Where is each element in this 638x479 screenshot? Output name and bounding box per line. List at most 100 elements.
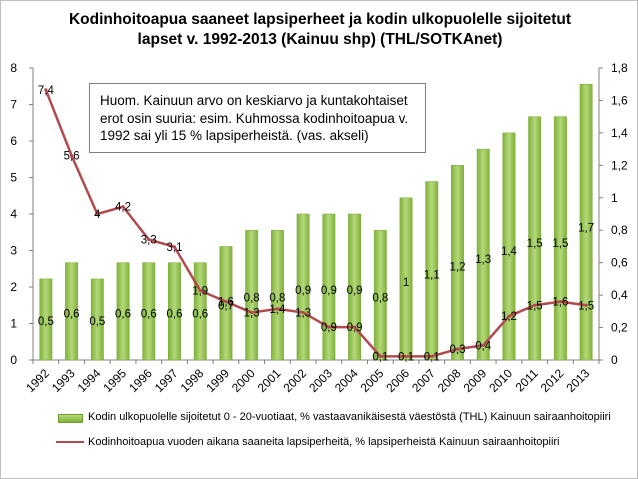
legend-item-bars: Kodin ulkopuolelle sijoitetut 0 - 20-vuo… xyxy=(55,410,615,424)
line-data-label: 1,5 xyxy=(527,300,543,312)
line-data-label: 0,4 xyxy=(475,340,492,352)
bar xyxy=(39,278,53,361)
line-data-label: 3,3 xyxy=(141,235,157,247)
bar xyxy=(322,213,336,361)
bar-data-label: 0,8 xyxy=(244,293,260,305)
bar xyxy=(528,116,542,361)
x-tick-label: 2011 xyxy=(513,366,541,394)
line-data-label: 4 xyxy=(94,209,101,221)
line-data-label: 0,3 xyxy=(450,344,466,356)
x-tick-label: 1993 xyxy=(49,366,78,395)
line-point xyxy=(147,237,151,242)
bar-data-label: 1 xyxy=(403,277,409,289)
y-right-tick-label: 1,2 xyxy=(611,158,628,172)
y-right-tick-label: 0,2 xyxy=(611,321,628,335)
bar xyxy=(553,116,567,361)
y-left-tick-label: 0 xyxy=(10,353,17,367)
bar xyxy=(348,213,362,361)
line-data-label: 1,3 xyxy=(244,308,260,320)
y-left-tick-label: 5 xyxy=(10,171,17,185)
x-tick-label: 1996 xyxy=(126,366,155,395)
line-data-label: 1,9 xyxy=(192,286,208,298)
legend-swatch-line xyxy=(56,441,84,443)
bar-data-label: 0,6 xyxy=(167,308,183,320)
x-tick-label: 1992 xyxy=(23,366,52,395)
bar xyxy=(168,262,181,361)
y-right-tick-label: 0,6 xyxy=(611,256,628,270)
x-tick-label: 2013 xyxy=(563,366,592,395)
bar xyxy=(579,83,593,361)
line-data-label: 0,1 xyxy=(424,351,440,363)
y-left-tick-label: 6 xyxy=(10,134,17,148)
y-right-tick-label: 1,4 xyxy=(611,126,628,140)
legend-label-line: Kodinhoitoapua vuoden aikana saaneita la… xyxy=(88,436,560,448)
x-tick-label: 1997 xyxy=(152,366,181,395)
legend-item-line: Kodinhoitoapua vuoden aikana saaneita la… xyxy=(55,435,615,449)
y-left-tick-label: 2 xyxy=(10,280,17,294)
chart-legend: Kodin ulkopuolelle sijoitetut 0 - 20-vuo… xyxy=(55,410,615,449)
bar-data-label: 0,9 xyxy=(321,285,337,297)
line-point xyxy=(352,325,357,329)
line-point xyxy=(121,205,125,209)
bar-data-label: 0,6 xyxy=(141,308,157,320)
bar-data-label: 1,5 xyxy=(527,238,543,250)
x-tick-label: 1995 xyxy=(100,366,129,395)
line-point xyxy=(430,354,434,358)
y-right-tick-label: 0,8 xyxy=(611,223,628,237)
line-data-label: 7,4 xyxy=(38,85,55,97)
line-point xyxy=(250,310,254,315)
x-tick-label: 2005 xyxy=(358,366,387,395)
bar-data-label: 1,4 xyxy=(501,246,518,258)
bar-data-label: 0,8 xyxy=(269,293,285,305)
bar-data-label: 0,5 xyxy=(89,316,105,328)
line-point xyxy=(533,303,537,307)
y-right-tick-label: 1,8 xyxy=(611,61,628,75)
bar-data-label: 1,3 xyxy=(475,254,491,266)
bar xyxy=(270,229,284,361)
x-tick-label: 2002 xyxy=(280,366,309,395)
line-data-label: 0,1 xyxy=(398,351,414,363)
line-point xyxy=(275,307,280,311)
bar xyxy=(245,229,259,361)
line-point xyxy=(455,347,460,351)
bar xyxy=(296,213,310,361)
line-point xyxy=(378,354,382,358)
y-right-tick-label: 0 xyxy=(611,353,618,367)
x-tick-label: 2003 xyxy=(306,366,335,395)
bar-data-label: 0,9 xyxy=(347,285,363,297)
line-point xyxy=(172,245,177,249)
bar-data-label: 1,2 xyxy=(450,262,466,274)
x-tick-label: 2009 xyxy=(461,366,490,395)
bar xyxy=(476,148,490,361)
bar xyxy=(65,262,79,361)
line-data-label: 1,6 xyxy=(218,297,234,309)
bar xyxy=(399,197,413,361)
bar xyxy=(451,165,464,361)
line-point xyxy=(404,354,408,358)
legend-label-bars: Kodin ulkopuolelle sijoitetut 0 - 20-vuo… xyxy=(88,411,611,423)
y-right-tick-label: 1,6 xyxy=(611,93,628,107)
line-point xyxy=(44,88,48,92)
x-tick-label: 1999 xyxy=(203,366,232,395)
y-left-tick-label: 8 xyxy=(10,61,17,75)
x-tick-label: 2001 xyxy=(255,366,284,395)
bar xyxy=(142,262,156,361)
bar-data-label: 0,6 xyxy=(64,308,80,320)
chart-title-line-2: lapset v. 1992-2013 (Kainuu shp) (THL/SO… xyxy=(137,31,503,48)
line-data-label: 0,9 xyxy=(321,322,337,334)
line-data-label: 3,1 xyxy=(167,242,183,254)
bar xyxy=(502,132,516,361)
bar xyxy=(373,229,387,361)
line-point xyxy=(558,300,563,304)
bar-data-label: 0,9 xyxy=(295,285,311,297)
x-tick-label: 2007 xyxy=(409,366,438,395)
chart-title-line-1: Kodinhoitoapua saaneet lapsiperheet ja k… xyxy=(68,11,572,28)
x-tick-label: 2006 xyxy=(383,366,412,395)
x-tick-label: 2008 xyxy=(435,366,464,395)
line-data-label: 1,6 xyxy=(552,297,568,309)
line-data-label: 4,2 xyxy=(115,202,131,214)
line-data-label: 1,3 xyxy=(295,308,311,320)
y-left-tick-label: 7 xyxy=(10,98,17,112)
y-left-tick-label: 3 xyxy=(10,244,17,258)
